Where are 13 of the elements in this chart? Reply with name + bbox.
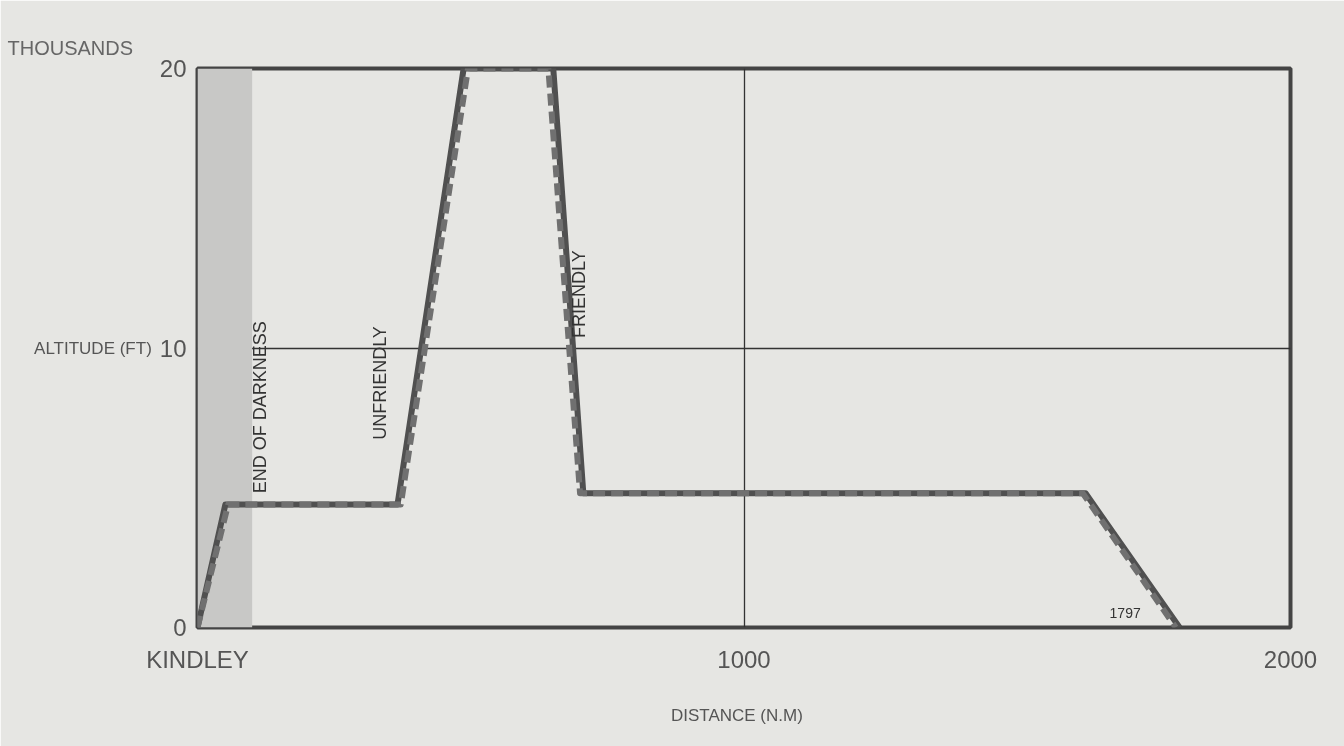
text: THOUSANDS: [7, 36, 134, 59]
x-axis-title: DISTANCE (N.M): [670, 705, 803, 725]
x-tick-label: 1000: [717, 645, 771, 673]
y-tick-label: 10: [159, 334, 187, 362]
x-tick-label: KINDLEY: [146, 645, 249, 673]
annotation: 1797: [1109, 604, 1141, 621]
x-tick-label: 2000: [1263, 645, 1318, 673]
annotation: UNFRIENDLY: [370, 326, 391, 440]
y-tick-label: 20: [159, 55, 187, 82]
y-tick-label: 0: [173, 614, 187, 641]
y-axis-title: ALTITUDE (FT): [34, 338, 152, 358]
annotation: FRIENDLY: [568, 250, 589, 338]
band-label: END OF DARKNESS: [250, 321, 271, 494]
